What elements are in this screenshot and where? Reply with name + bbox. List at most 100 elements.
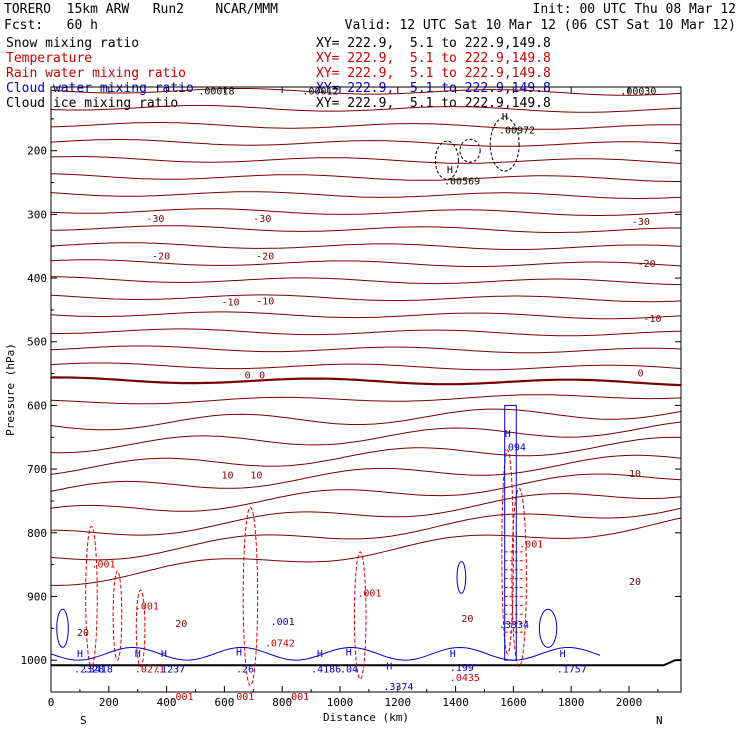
field-cloud-ice: Cloud ice mixing ratio [6,96,179,111]
rain-label: .001 [519,539,543,550]
temperature-contour [50,105,682,113]
y-tick-label: 500 [27,336,47,349]
temperature-label: -10 [256,297,274,308]
temperature-label: 10 [222,470,234,481]
temperature-label: 20 [629,577,641,588]
temperature-label: 10 [629,469,641,480]
cloud-water-label: .199 [450,663,474,674]
temperature-contour [50,376,682,387]
cloud-water-label: H [505,429,511,440]
y-axis-label: Pressure (hPa) [4,343,17,436]
init-time: Init: 00 UTC Thu 08 Mar 12 [532,2,737,17]
temperature-label: 20 [461,614,473,625]
x-tick-label: 1600 [500,696,527,709]
rain-contours [85,449,527,687]
field-temperature: Temperature [6,51,93,66]
cloud-water-label: H [77,649,83,660]
rain-label: .001 [169,692,193,703]
temperature-contour [50,473,682,512]
temperature-contour [50,421,682,454]
y-tick-label: 800 [27,527,47,540]
ice-contour [459,138,481,163]
cloud-water-label: H [236,648,242,659]
x-tick-label: 2000 [616,696,643,709]
ice-label: H [447,165,453,176]
temperature-contour [50,311,682,320]
temperature-contour [50,156,682,164]
ice-label: .00569 [444,176,480,187]
field-snow: Snow mixing ratio [6,36,140,51]
temperature-label: -10 [222,297,240,308]
x-tick-label: 800 [272,696,292,709]
ice-label: .00012 [302,86,338,97]
cloud-water-label: H [161,649,167,660]
temperature-label: 20 [77,628,89,639]
temperature-label: -10 [643,314,661,325]
x-tick-label: 200 [99,696,119,709]
x-tick-label: 1000 [327,696,354,709]
cloud-water-label: H [450,649,456,660]
temperature-contour [50,139,682,147]
temperature-contour [50,242,682,250]
rain-label: .001 [357,588,381,599]
valid-time: Valid: 12 UTC Sat 10 Mar 12 (06 CST Sat … [344,18,736,33]
rain-label: .001 [135,602,159,613]
y-tick-label: 300 [27,208,47,221]
rain-contour [135,589,146,668]
cloud-water-contour [50,646,601,661]
temperature-contour [50,225,681,233]
temperature-contour [50,208,682,216]
field-rain: Rain water mixing ratio [6,66,187,81]
right-end-label: N [656,714,663,727]
rain-contour [85,525,98,668]
temperature-contours [50,88,682,667]
field-temperature-xy: XY= 222.9, 5.1 to 222.9,149.8 [316,51,551,66]
ice-label: .00030 [620,86,656,97]
temperature-contour [51,493,682,536]
cloud-water-label: .001 [271,617,295,628]
cloud-water-label: H [135,649,141,660]
cloud-water-contour [56,608,69,648]
temperature-label: -30 [632,217,650,228]
cloud-water-label: H [317,649,323,660]
y-tick-label: 600 [27,399,47,412]
cloud-water-label: .1757 [557,665,587,676]
cloud-water-label: H [386,662,392,673]
temperature-contour [50,259,682,267]
y-tick-label: 700 [27,463,47,476]
rain-contour [501,449,514,655]
temperature-label: 0 [245,370,251,381]
temperature-contour [50,507,682,561]
cloud-water-label: .04 [340,665,358,676]
temperature-label: -30 [253,214,271,225]
temperature-label: 0 [259,370,265,381]
cloud-water-contour [538,608,558,648]
model-title: TORERO 15km ARW Run2 NCAR/MMM [4,2,278,17]
cloud-water-label: .2328 [74,665,104,676]
cloud-water-contour [456,560,467,594]
ice-label: H [502,112,508,123]
cloud-water-label: H [346,648,352,659]
field-rain-xy: XY= 222.9, 5.1 to 222.9,149.8 [316,66,551,81]
forecast-hour: Fcst: 60 h [4,18,98,33]
temperature-contour [50,173,681,182]
temperature-label: 10 [250,470,262,481]
temperature-contour [50,328,682,337]
rain-contour [112,570,123,661]
cloud-water-label: .3334 [499,620,529,631]
field-cloud-water-xy: XY= 222.9, 5.1 to 222.9,149.8 [316,81,551,96]
temperature-label: -30 [146,214,164,225]
cloud-water-label: .1237 [155,665,185,676]
temperature-contour [50,362,682,371]
ice-contour [489,117,520,172]
temperature-contour [51,276,682,286]
rain-contour [511,487,527,668]
temperature-contour [50,122,682,130]
field-xy-range: XY= 222.9, 5.1 to 222.9,149.8 [316,36,551,51]
rain-label: .001 [230,692,254,703]
ice-contours [434,117,520,180]
temperature-contour [50,408,682,431]
cloud-water-label: .26 [236,665,254,676]
